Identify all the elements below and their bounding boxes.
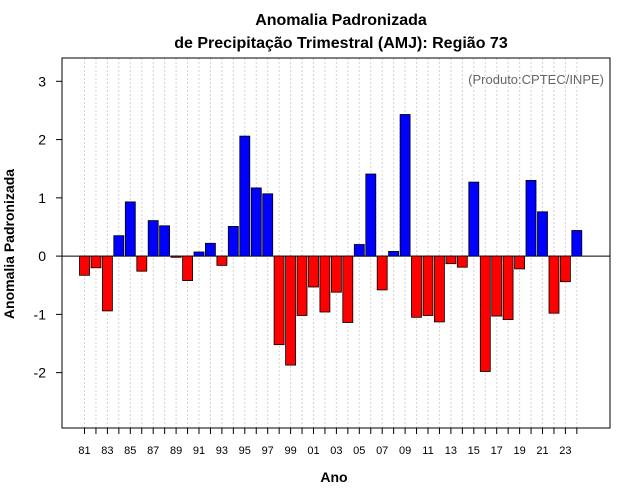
x-tick-label: 99 (284, 445, 296, 457)
x-axis: 81 83 85 87 89 91 93 95 97 99 01 03 05 07 09 11 13 15 17 19… (78, 428, 578, 457)
bar-2008 (388, 250, 400, 257)
x-axis-label: Ano (320, 469, 347, 485)
x-tick-label: 85 (124, 445, 136, 457)
x-tick-label: 13 (445, 445, 457, 457)
bar-1987 (147, 220, 159, 257)
x-tick-label: 81 (78, 445, 90, 457)
bar-1984 (113, 235, 125, 257)
x-tick-label: 03 (330, 445, 342, 457)
bar-1991 (193, 251, 205, 257)
bar-1999 (285, 255, 297, 366)
x-tick-label: 15 (468, 445, 480, 457)
y-tick-label: -1 (34, 306, 47, 322)
bar-2013 (445, 255, 457, 265)
bar-2011 (422, 255, 434, 316)
source-note: (Produto:CPTEC/INPE) (468, 72, 604, 87)
x-tick-label: 23 (559, 445, 571, 457)
bar-2012 (433, 255, 445, 323)
bar-1986 (136, 255, 148, 272)
bar-2007 (376, 255, 388, 291)
bars (79, 114, 583, 372)
bar-2010 (411, 255, 422, 318)
x-tick-label: 97 (262, 445, 274, 457)
bar-1982 (90, 255, 102, 269)
bar-2000 (296, 255, 308, 316)
bar-2017 (491, 255, 503, 317)
y-tick-label: 0 (38, 248, 46, 264)
x-tick-label: 87 (147, 445, 159, 457)
x-tick-label: 21 (536, 445, 548, 457)
x-tick-label: 83 (101, 445, 113, 457)
bar-2006 (365, 173, 377, 257)
x-tick-label: 17 (491, 445, 503, 457)
bar-2003 (330, 255, 342, 293)
bar-1981 (79, 255, 90, 276)
bar-2014 (456, 255, 468, 268)
chart-title-line1: Anomalia Padronizada (255, 12, 427, 29)
bar-1983 (102, 255, 113, 312)
bar-1994 (227, 225, 239, 257)
bar-1996 (250, 187, 262, 257)
bar-1993 (216, 255, 228, 266)
bar-2024 (571, 230, 583, 257)
x-tick-label: 19 (513, 445, 525, 457)
bar-2015 (468, 181, 480, 257)
x-tick-label: 95 (239, 445, 251, 457)
x-tick-label: 05 (353, 445, 365, 457)
y-tick-label: -2 (34, 365, 47, 381)
chart-title-line2: de Precipitação Trimestral (AMJ): Região… (174, 35, 508, 52)
bar-1992 (204, 242, 216, 257)
bar-2009 (399, 114, 411, 257)
bar-1997 (262, 193, 274, 257)
bar-1989 (170, 255, 182, 258)
bar-2021 (537, 211, 548, 257)
bar-1985 (124, 201, 136, 257)
bar-1988 (159, 225, 171, 257)
bar-2005 (353, 244, 365, 257)
y-axis-label: Anomalia Padronizada (1, 169, 17, 319)
y-axis: -2 -1 0 1 2 3 (34, 73, 62, 381)
x-tick-label: 93 (216, 445, 228, 457)
x-tick-label: 07 (376, 445, 388, 457)
bar-2018 (502, 255, 514, 321)
bar-2022 (548, 255, 560, 314)
x-tick-label: 91 (193, 445, 205, 457)
bar-2001 (308, 255, 319, 288)
x-tick-label: 89 (170, 445, 182, 457)
bar-2004 (342, 255, 354, 323)
y-tick-label: 3 (38, 73, 46, 89)
bar-1998 (273, 255, 285, 346)
x-tick-label: 11 (422, 445, 433, 457)
bar-2019 (514, 255, 525, 270)
y-tick-label: 1 (38, 190, 46, 206)
bar-2002 (319, 255, 331, 313)
bar-2020 (525, 179, 537, 257)
bar-1990 (182, 255, 194, 282)
bar-1995 (239, 135, 251, 257)
x-tick-label: 01 (307, 445, 319, 457)
y-tick-label: 2 (38, 132, 46, 148)
bar-2023 (560, 255, 571, 283)
bar-2016 (479, 255, 491, 372)
x-tick-label: 09 (399, 445, 411, 457)
